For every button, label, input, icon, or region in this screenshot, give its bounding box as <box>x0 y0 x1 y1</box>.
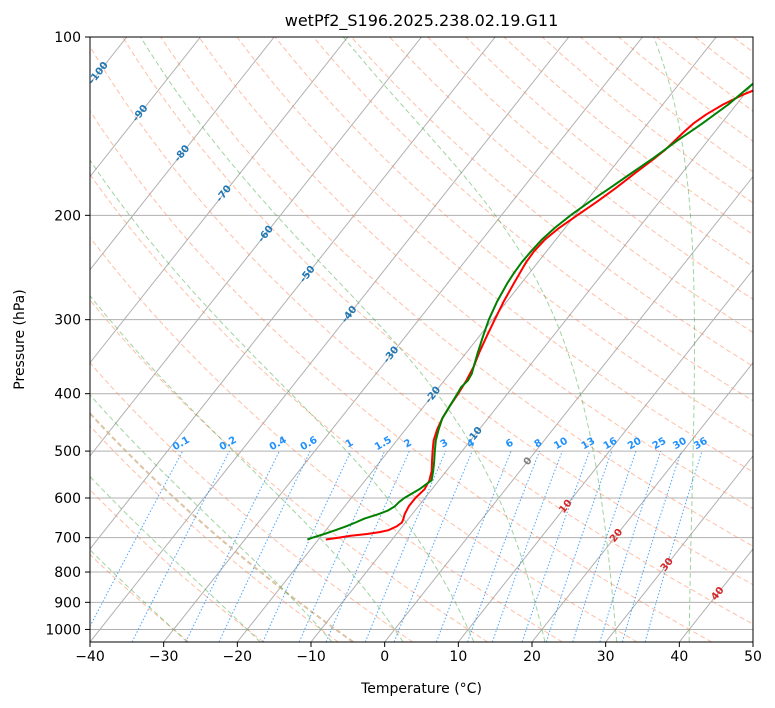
isotherm-grid-line <box>310 82 753 642</box>
x-tick-label: 30 <box>597 649 615 665</box>
y-tick-label: 300 <box>54 313 81 329</box>
y-axis-label: Pressure (hPa) <box>12 289 28 389</box>
isotherm-grid-line <box>90 37 275 271</box>
isotherm-grid-line <box>605 455 753 642</box>
mixing-ratio-label: 6 <box>504 437 516 450</box>
x-tick-label: 20 <box>523 649 541 665</box>
mixing-ratio-line <box>325 450 410 642</box>
dry-adiabat <box>312 37 753 402</box>
mixing-ratio-line <box>131 450 230 642</box>
x-tick-label: −40 <box>75 649 105 665</box>
mixing-ratio-line <box>393 450 473 642</box>
mixing-ratio-line <box>262 450 352 642</box>
isotherm-grid-line <box>90 37 201 178</box>
moist-adiabat <box>342 37 618 642</box>
dry-adiabat <box>90 425 339 642</box>
dry-adiabat <box>90 489 264 642</box>
isotherm-grid-line <box>90 37 496 550</box>
mixing-ratio-line <box>644 450 703 642</box>
sounding-series <box>307 82 753 541</box>
dry-adiabat <box>90 45 753 625</box>
mixing-ratio-label: 2 <box>402 437 414 450</box>
moist-adiabat <box>90 394 333 642</box>
moist-adiabat <box>653 37 695 642</box>
dry-adiabat <box>90 236 563 642</box>
mixing-ratio-label: 8 <box>533 437 545 450</box>
x-tick-label: −10 <box>296 649 326 665</box>
mixing-ratio-line <box>298 450 386 642</box>
x-tick-label: 10 <box>449 649 467 665</box>
mixing-ratio-line <box>521 450 591 642</box>
moist-adiabat <box>140 37 546 642</box>
mixing-ratio-line <box>621 450 682 642</box>
y-tick-label: 500 <box>54 444 81 460</box>
skewed-isotherm-grid <box>90 37 753 642</box>
dry-adiabat <box>427 37 753 300</box>
x-tick-label: −30 <box>149 649 179 665</box>
dewpoint-profile <box>307 82 753 541</box>
y-tick-label: 200 <box>54 208 81 224</box>
plot-area: -100-90-80-70-60-50-40-30-20-10010203040… <box>90 37 753 642</box>
dry-adiabat <box>389 37 753 334</box>
dry-adiabats <box>90 37 753 642</box>
mixing-ratio-line <box>545 450 613 642</box>
y-tick-label: 1000 <box>45 622 81 638</box>
moist-adiabats <box>90 37 695 642</box>
x-tick-label: 40 <box>670 649 688 665</box>
dry-adiabat <box>160 37 753 547</box>
y-tick-label: 600 <box>54 491 81 507</box>
mixing-ratio-line <box>572 450 637 642</box>
dry-adiabat <box>90 299 488 642</box>
isotherm-grid-line <box>90 37 422 457</box>
moist-adiabat <box>90 475 261 642</box>
mixing-ratio-label: 1 <box>344 437 356 450</box>
dry-adiabat <box>274 37 753 437</box>
mixing-ratio-line <box>599 450 662 642</box>
isotherm-grid-line <box>236 37 717 642</box>
x-tick-label: 0 <box>380 649 389 665</box>
x-tick-label: −20 <box>223 649 253 665</box>
y-tick-label: 700 <box>54 531 81 547</box>
temperature-profile <box>325 89 753 541</box>
mixing-ratio-lines <box>90 450 703 642</box>
y-tick-label: 900 <box>54 595 81 611</box>
mixing-ratio-line <box>491 450 563 642</box>
mixing-ratio-line <box>218 450 311 642</box>
dry-adiabat <box>122 37 753 586</box>
x-axis-ticks: −40 −30 −20 −10 0 10 20 30 40 50 <box>75 642 762 665</box>
dry-adiabat <box>90 173 638 642</box>
moist-adiabat <box>90 294 404 642</box>
isotherm-grid-line <box>90 37 349 364</box>
mixing-ratio-line <box>435 450 512 642</box>
plot-frame <box>89 36 754 643</box>
isotherm-grid-line <box>384 175 753 642</box>
x-axis-label: Temperature (°C) <box>360 681 482 697</box>
dry-adiabat <box>198 37 753 510</box>
dry-adiabat <box>90 362 414 642</box>
isotherm-grid-line <box>531 361 753 642</box>
y-tick-label: 800 <box>54 565 81 581</box>
dry-adiabat <box>90 110 712 642</box>
mixing-ratio-line <box>90 450 184 628</box>
isotherm-grid-line <box>90 37 570 642</box>
isobar-grid <box>90 37 753 630</box>
mixing-ratio-line <box>364 450 447 642</box>
chart-title: wetPf2_S196.2025.238.02.19.G11 <box>285 11 559 31</box>
y-axis-ticks: 100 200 300 400 500 600 700 800 900 1000 <box>45 30 90 638</box>
y-tick-label: 100 <box>54 30 81 46</box>
mixing-ratio-label: 4 <box>465 437 477 450</box>
moist-adiabat <box>90 159 475 642</box>
mixing-ratio-line <box>467 450 541 642</box>
x-tick-label: 50 <box>744 649 762 665</box>
isotherm-grid-line <box>163 37 643 642</box>
dry-adiabat <box>90 553 190 642</box>
y-tick-label: 400 <box>54 387 81 403</box>
isotherm-grid-line <box>457 268 753 642</box>
mixing-ratio-label: 3 <box>439 437 451 450</box>
